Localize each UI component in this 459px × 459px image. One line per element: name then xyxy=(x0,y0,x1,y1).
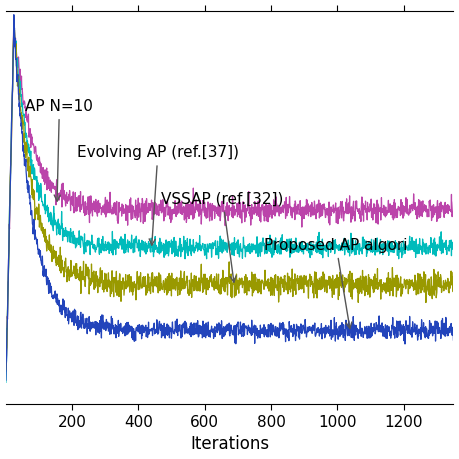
Text: Proposed AP algori: Proposed AP algori xyxy=(264,238,408,329)
Text: VSSAP (ref.[32]): VSSAP (ref.[32]) xyxy=(162,191,284,282)
X-axis label: Iterations: Iterations xyxy=(190,436,269,453)
Text: AP N=10: AP N=10 xyxy=(25,99,93,201)
Text: Evolving AP (ref.[37]): Evolving AP (ref.[37]) xyxy=(77,146,239,245)
